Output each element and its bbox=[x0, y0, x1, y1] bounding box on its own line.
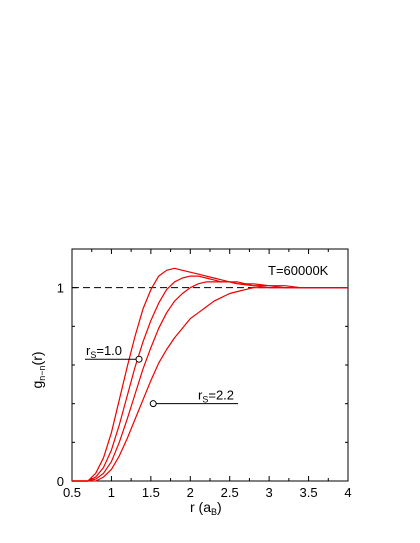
x-tick-label: 4 bbox=[344, 485, 351, 500]
temperature-label: T=60000K bbox=[268, 263, 329, 278]
y-axis-label-main: g bbox=[29, 381, 45, 389]
plot-area bbox=[71, 248, 349, 482]
plot-frame bbox=[71, 248, 349, 482]
y-axis: 01 bbox=[57, 281, 348, 489]
x-axis-label-sub: B bbox=[211, 507, 217, 517]
series-line-1 bbox=[72, 267, 348, 482]
x-tick-label: 0.5 bbox=[63, 485, 81, 500]
annotation-label-tail: =2.2 bbox=[208, 388, 234, 403]
annotation-label: rS=1.0 bbox=[86, 343, 122, 360]
x-tick-label: 2.5 bbox=[221, 485, 239, 500]
y-tick-label: 0 bbox=[57, 474, 64, 489]
series-line-2 bbox=[72, 275, 348, 482]
x-tick-label: 1.5 bbox=[142, 485, 160, 500]
annotation-label: rS=2.2 bbox=[198, 388, 234, 405]
annotation-label-main: r bbox=[198, 388, 203, 403]
annotation-marker bbox=[149, 400, 157, 408]
series-line-3 bbox=[72, 281, 348, 482]
annotation-label-sub: S bbox=[202, 395, 208, 405]
annotation-group: rS=1.0rS=2.2 bbox=[85, 343, 238, 408]
series-group bbox=[72, 267, 348, 482]
x-axis: 0.5 1 1.5 2 2.5 3 3.5 4 bbox=[63, 249, 352, 500]
y-axis-label-sub: n−n bbox=[37, 365, 47, 380]
y-tick-label: 1 bbox=[57, 281, 64, 296]
x-axis-label: r (aB) bbox=[190, 499, 222, 517]
x-axis-label-main: r (a bbox=[190, 499, 211, 515]
y-axis-label: gn−n(r) bbox=[29, 351, 47, 388]
x-tick-label: 3 bbox=[266, 485, 273, 500]
x-axis-label-close: ) bbox=[217, 499, 222, 515]
series-line-4 bbox=[72, 287, 348, 482]
x-tick-label: 3.5 bbox=[300, 485, 318, 500]
annotation-label-main: r bbox=[86, 343, 91, 358]
y-axis-label-tail: (r) bbox=[29, 351, 45, 365]
annotation-label-tail: =1.0 bbox=[96, 343, 122, 358]
x-tick-label: 1 bbox=[108, 485, 115, 500]
x-tick-label: 2 bbox=[187, 485, 194, 500]
annotation-marker bbox=[135, 355, 143, 363]
annotation-label-sub: S bbox=[90, 350, 96, 360]
